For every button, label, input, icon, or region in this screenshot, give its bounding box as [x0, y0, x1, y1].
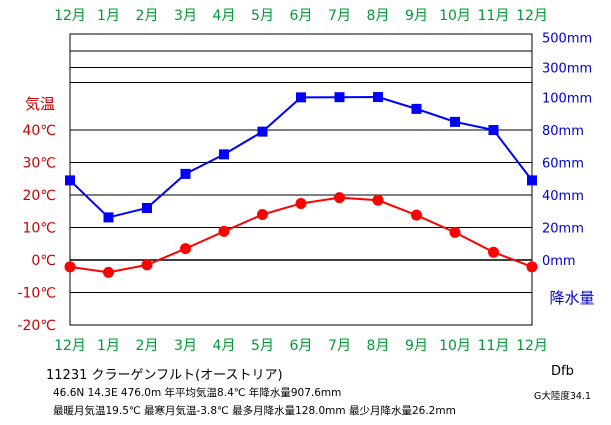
month-label-top: 2月: [136, 8, 159, 24]
temperature-point: [449, 226, 461, 238]
plot-frame: [69, 33, 533, 326]
precipitation-point: [450, 116, 460, 127]
month-label-bottom: 4月: [213, 338, 236, 354]
series-layer: [64, 92, 538, 278]
month-label-bottom: 7月: [328, 338, 351, 354]
precipitation-point: [373, 92, 383, 103]
month-label-top: 12月: [54, 8, 86, 24]
month-label-bottom: 8月: [367, 338, 390, 354]
temperature-point: [488, 246, 499, 258]
grid: [69, 33, 533, 326]
temperature-point: [141, 259, 153, 271]
right-tick-label: 0mm: [542, 254, 576, 269]
temperature-point: [295, 197, 307, 209]
month-label-bottom: 5月: [251, 338, 274, 354]
right-tick-label: 20mm: [542, 222, 584, 237]
month-label-bottom: 2月: [136, 338, 159, 354]
left-tick-label: 10℃: [22, 221, 56, 237]
left-axis-tick-labels: 40℃ 30℃ 20℃ 10℃ 0℃ -10℃ -20℃: [17, 123, 56, 334]
left-axis-title: 気温: [25, 95, 55, 113]
month-label-top: 7月: [328, 8, 351, 24]
precipitation-point: [180, 168, 191, 179]
temperature-point: [372, 194, 384, 206]
month-label-top: 5月: [251, 8, 274, 24]
bottom-month-labels: 12月 1月 2月 3月 4月 5月 6月 7月 8月 9月 10月 11月 12月: [54, 338, 548, 354]
precipitation-point: [488, 125, 499, 135]
month-label-top: 4月: [213, 8, 236, 24]
right-tick-label: 100mm: [542, 92, 592, 107]
left-tick-label: -10℃: [17, 286, 56, 302]
month-label-top: 10月: [439, 8, 471, 24]
month-label-top: 8月: [367, 8, 390, 24]
month-label-bottom: 11月: [478, 338, 510, 354]
right-tick-label: 40mm: [542, 189, 584, 204]
precipitation-point: [103, 212, 114, 223]
left-tick-label: 20℃: [22, 188, 56, 204]
right-axis-title: 降水量: [549, 289, 594, 307]
right-tick-label: 80mm: [542, 124, 584, 139]
right-tick-label: 500mm: [542, 32, 592, 47]
temperature-point: [257, 209, 268, 220]
month-label-bottom: 12月: [516, 338, 548, 354]
month-label-bottom: 10月: [439, 338, 471, 354]
precipitation-point: [257, 126, 268, 137]
temperature-point: [334, 192, 345, 204]
month-label-top: 11月: [478, 8, 510, 24]
month-label-bottom: 12月: [54, 338, 86, 354]
left-tick-label: 30℃: [22, 156, 56, 172]
month-label-top: 1月: [97, 8, 120, 24]
month-label-bottom: 6月: [290, 338, 313, 354]
right-tick-label: 300mm: [542, 62, 592, 77]
precipitation-point: [65, 175, 75, 186]
temperature-point: [64, 261, 76, 273]
precipitation-point: [411, 103, 422, 114]
month-label-top: 6月: [290, 8, 313, 24]
temperature-point: [411, 209, 422, 221]
month-label-bottom: 3月: [174, 338, 197, 354]
right-tick-label: 60mm: [542, 157, 584, 172]
month-label-bottom: 9月: [405, 338, 428, 354]
month-label-top: 3月: [174, 8, 197, 24]
temperature-point: [103, 266, 114, 278]
precipitation-point: [334, 92, 345, 103]
temperature-point: [180, 243, 191, 255]
precipitation-point: [142, 203, 152, 213]
temperature-point: [218, 225, 230, 237]
precipitation-point: [527, 175, 537, 186]
right-axis-tick-labels: 500mm 300mm 100mm 80mm 60mm 40mm 20mm 0mm: [542, 32, 592, 270]
left-tick-label: 0℃: [31, 253, 56, 269]
left-tick-label: -20℃: [17, 318, 56, 334]
month-label-top: 9月: [405, 8, 428, 24]
month-label-top: 12月: [516, 8, 548, 24]
left-tick-label: 40℃: [22, 123, 56, 139]
month-label-bottom: 1月: [97, 338, 120, 354]
precipitation-point: [296, 92, 306, 103]
precipitation-point: [219, 149, 229, 160]
top-month-labels: 12月 1月 2月 3月 4月 5月 6月 7月 8月 9月 10月 11月 12月: [54, 8, 548, 24]
temperature-point: [526, 261, 538, 273]
